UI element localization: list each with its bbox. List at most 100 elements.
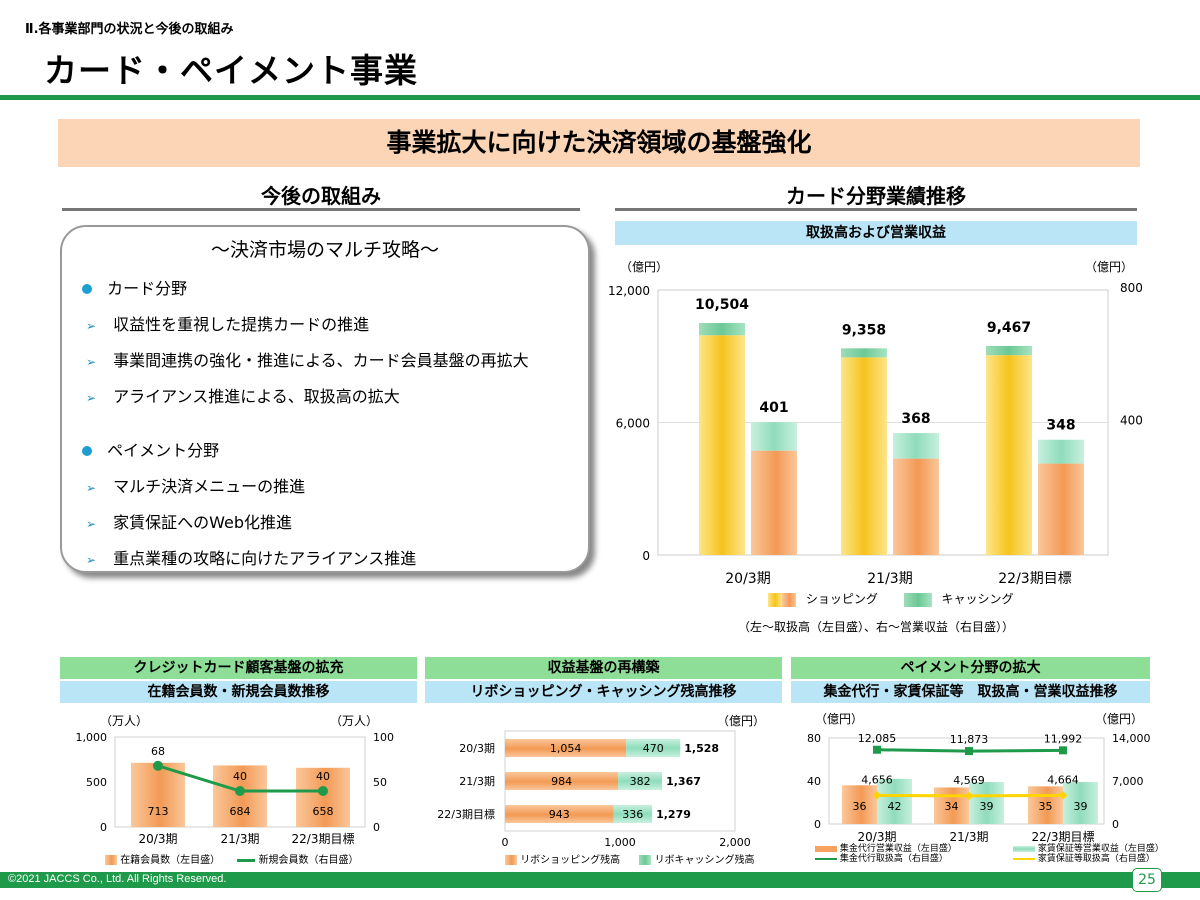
bar-cashing-revenue (893, 433, 939, 459)
y-tick-label: 6,000 (616, 417, 650, 431)
y2-tick-label: 0 (1112, 818, 1119, 831)
line-value-label: 40 (233, 770, 247, 783)
p1-unit-left: （万人） (100, 714, 149, 728)
p3-title: ペイメント分野の拡大 (900, 660, 1041, 676)
p1-header: クレジットカード顧客基盤の拡充 (60, 657, 417, 679)
strategy-item: ➢ 事業間連携の強化・推進による、カード会員基盤の再拡大 (86, 347, 578, 371)
page-title: カード・ペイメント事業 (44, 51, 418, 90)
main-chart-svg: 0 6,000 12,000 400 800 10,504 401 20/3期 9,358 368… (608, 281, 1143, 587)
bar-revo-shopping (505, 772, 619, 790)
category-label: カード分野 (107, 279, 188, 298)
strategy-item-text: 家賃保証へのWeb化推進 (113, 513, 293, 532)
category-label: ペイメント分野 (107, 441, 220, 460)
main-chart-title: 取扱高および営業収益 (806, 225, 946, 241)
x-tick-label: 20/3期 (725, 571, 770, 587)
x-tick-label: 0 (502, 836, 509, 849)
p2-subheader: リボショッピング・キャッシング残高推移 (425, 681, 782, 703)
y2-tick-label: 100 (373, 731, 394, 744)
x-tick-label: 20/3期 (858, 830, 897, 844)
banner-text: 事業拡大に向けた決済領域の基盤強化 (386, 128, 812, 157)
bar-collection-revenue (1028, 786, 1063, 824)
bar-cashing-revenue (751, 422, 797, 451)
bar-rent-revenue (1063, 782, 1098, 824)
line-value-label: 4,664 (1047, 773, 1079, 786)
arrow-bullet-icon: ➢ (86, 355, 97, 369)
p3-unit-left: （億円） (815, 712, 864, 726)
line-value-label: 68 (151, 745, 165, 758)
footer-copyright: ©2021 JACCS Co., Ltd. All Rights Reserve… (8, 873, 227, 885)
p3-unit-right: （億円） (1095, 712, 1144, 726)
total-label: 1,528 (684, 742, 719, 755)
page-number: 25 (1132, 868, 1162, 892)
p1-legend-members: 在籍会員数（左目盛） (120, 855, 221, 866)
bar-value-label: 984 (551, 775, 572, 788)
line-value-label: 4,569 (953, 774, 985, 787)
main-chart-note: （左～取扱高（左目盛）、右～営業収益（右目盛）） (738, 620, 1015, 634)
x-tick-label: 22/3期目標 (1032, 830, 1095, 844)
main-chart-unit-left: （億円） (620, 260, 669, 274)
p3-subtitle: 集金代行・家賃保証等 取扱高・営業収益推移 (823, 684, 1118, 700)
main-chart-header: 取扱高および営業収益 (615, 221, 1137, 245)
bar-revo-cashing (626, 739, 681, 757)
strategy-item-text: アライアンス推進による、取扱高の拡大 (113, 387, 400, 406)
strategy-item-text: 事業間連携の強化・推進による、カード会員基盤の再拡大 (113, 351, 529, 370)
bar-shopping-revenue (893, 458, 939, 555)
bar-value-label: 336 (622, 808, 643, 821)
bar-value-label: 943 (549, 808, 570, 821)
p2-unit: （億円） (717, 714, 766, 728)
p2-subtitle: リボショッピング・キャッシング残高推移 (470, 684, 737, 700)
p2-title: 収益基盤の再構築 (547, 660, 660, 676)
total-volume-label: 9,467 (987, 320, 1031, 336)
x-tick-label: 22/3期目標 (292, 832, 355, 846)
section-label: Ⅱ.各事業部門の状況と今後の取組み (25, 22, 234, 37)
bar-cashing-revenue (1038, 439, 1084, 464)
banner: 事業拡大に向けた決済領域の基盤強化 (58, 119, 1140, 167)
strategy-item-text: マルチ決済メニューの推進 (113, 477, 306, 496)
y2-tick-label: 800 (1120, 281, 1143, 295)
strategy-item: ➢ アライアンス推進による、取扱高の拡大 (86, 383, 578, 407)
category-0: カード分野 (78, 275, 578, 299)
bar-value-label: 658 (313, 805, 334, 818)
bar-value-label: 36 (853, 800, 867, 813)
bar-rent-revenue (969, 782, 1004, 824)
x-tick-label: 2,000 (719, 836, 751, 849)
bar-members (131, 762, 185, 827)
strategy-item-text: 収益性を重視した提携カードの推進 (113, 315, 370, 334)
bar-value-label: 1,054 (550, 742, 582, 755)
line-point (318, 786, 328, 796)
bar-value-label: 34 (945, 800, 959, 813)
main-chart-unit-right: （億円） (1085, 260, 1134, 274)
line-value-label: 40 (316, 770, 330, 783)
main-chart: 0 6,000 12,000 400 800 10,504 401 20/3期 9,358 368… (600, 280, 1160, 590)
p3-legend-collection-revenue: 集金代行営業収益（左目盛） (839, 844, 957, 854)
strategy-item: ➢ 重点業種の攻略に向けたアライアンス推進 (86, 545, 578, 569)
line-value-label: 12,085 (858, 732, 897, 745)
y2-tick-label: 50 (373, 776, 387, 789)
bar-collection-revenue (934, 787, 969, 824)
y-tick-label: 22/3期目標 (437, 807, 495, 821)
p2-legend: リボショッピング残高 リボキャッシング残高 (505, 851, 755, 866)
bar-revo-shopping (505, 805, 614, 823)
bar-value-label: 39 (1074, 800, 1088, 813)
line-point (235, 786, 245, 796)
line-point (153, 760, 163, 771)
bar-value-label: 713 (148, 805, 169, 818)
bar-members (213, 765, 267, 827)
bar-value-label: 42 (888, 800, 902, 813)
p1-title: クレジットカード顧客基盤の拡充 (133, 660, 344, 676)
line-value-label: 11,873 (950, 733, 989, 746)
p3-chart-svg: 0 40 80 0 7,000 14,000 36 42 20/3期 34 39 21/3期 35 39 2… (807, 732, 1151, 844)
y-tick-label: 21/3期 (459, 775, 495, 788)
bar-rent-revenue (877, 778, 912, 824)
p1-unit-right: （万人） (330, 714, 379, 728)
total-revenue-label: 368 (901, 411, 930, 427)
bar-value-label: 39 (980, 800, 994, 813)
bar-revo-shopping (505, 739, 627, 757)
y-tick-label: 500 (86, 776, 107, 789)
x-tick-label: 22/3期目標 (998, 571, 1071, 587)
p3-legend-rent-volume: 家賃保証等取扱高（右目盛） (1037, 854, 1155, 864)
line-value-label: 11,992 (1044, 732, 1083, 745)
y-tick-label: 80 (807, 732, 821, 745)
p3-header: ペイメント分野の拡大 (791, 657, 1150, 679)
x-tick-label: 21/3期 (221, 832, 260, 846)
